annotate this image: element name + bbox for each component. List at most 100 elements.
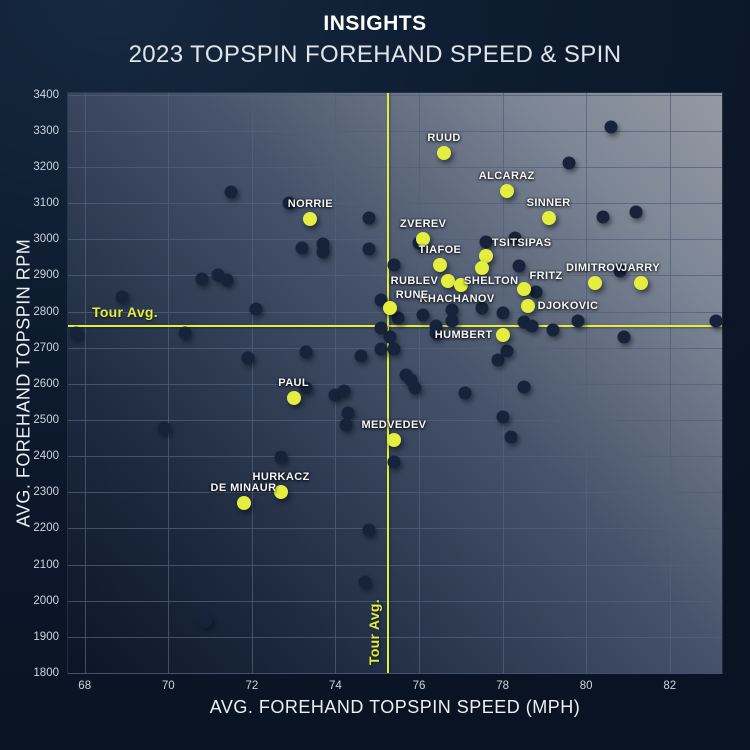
unlabeled-point (387, 455, 401, 469)
gridline-horizontal (68, 203, 722, 205)
unlabeled-point (617, 330, 631, 344)
x-tick-label: 82 (663, 680, 677, 692)
unlabeled-point (629, 205, 643, 219)
unlabeled-point (354, 349, 368, 363)
gridline-horizontal (68, 130, 722, 132)
gridline-vertical (335, 93, 337, 673)
unlabeled-point (374, 342, 388, 356)
gridline-horizontal (68, 275, 722, 277)
tour-avg-label-horizontal: Tour Avg. (92, 304, 158, 321)
player-point-djokovic (520, 299, 535, 314)
player-point-rublev (441, 273, 456, 288)
y-tick-label: 2200 (33, 522, 59, 535)
unlabeled-point (341, 406, 355, 420)
unlabeled-point (199, 614, 213, 628)
y-tick-label: 1800 (33, 667, 59, 679)
unlabeled-point (491, 353, 505, 367)
x-tick-label: 80 (579, 680, 593, 692)
player-point-norrie (303, 212, 318, 227)
unlabeled-point (445, 314, 459, 328)
unlabeled-point (362, 242, 376, 256)
player-label-medvedev: MEDVEDEV (361, 418, 427, 431)
unlabeled-point (604, 120, 618, 134)
gridline-vertical (586, 93, 588, 673)
player-point-humbert (495, 328, 510, 343)
gridline-horizontal (68, 600, 722, 602)
tour-avg-label-vertical: Tour Avg. (366, 599, 383, 665)
unlabeled-point (512, 259, 526, 273)
gridline-horizontal (68, 492, 722, 494)
player-label-jarry: JARRY (621, 261, 660, 274)
y-tick-label: 2900 (33, 269, 59, 282)
player-label-rune: RUNE (395, 289, 429, 301)
unlabeled-point (115, 290, 129, 304)
gridline-vertical (502, 93, 504, 673)
player-label-hurkacz: HURKACZ (252, 471, 310, 484)
unlabeled-point (299, 381, 313, 395)
unlabeled-point (508, 231, 522, 245)
tour-avg-line-vertical (387, 93, 390, 673)
unlabeled-point (157, 421, 171, 435)
player-point-alcaraz (499, 183, 514, 198)
unlabeled-point (496, 306, 510, 320)
unlabeled-point (362, 211, 376, 225)
unlabeled-point (445, 303, 459, 317)
unlabeled-point (299, 345, 313, 359)
player-point-sinner (541, 210, 556, 225)
unlabeled-point (69, 326, 83, 340)
unlabeled-point (362, 523, 376, 537)
y-tick-label: 3100 (33, 197, 59, 210)
player-label-sinner: SINNER (526, 196, 571, 209)
player-label-de-minaur: DE MINAUR (210, 482, 277, 495)
unlabeled-point (391, 311, 405, 325)
gridline-vertical (168, 93, 170, 673)
gridline-horizontal (68, 528, 722, 530)
y-tick-label: 2100 (33, 558, 59, 571)
page-title: INSIGHTS (323, 12, 427, 35)
player-point-fritz (516, 282, 531, 297)
x-tick-label: 74 (329, 680, 342, 692)
gridline-horizontal (68, 420, 722, 422)
page-subtitle: 2023 TOPSPIN FOREHAND SPEED & SPIN (128, 41, 622, 68)
player-point-zverev (416, 232, 431, 247)
unlabeled-point (339, 418, 353, 432)
gridline-vertical (669, 93, 671, 673)
y-tick-label: 2500 (33, 414, 59, 427)
unlabeled-point (295, 241, 309, 255)
y-tick-label: 2600 (33, 377, 59, 390)
unlabeled-point (596, 210, 610, 224)
player-label-norrie: NORRIE (287, 198, 333, 211)
unlabeled-point (337, 384, 351, 398)
y-tick-label: 2700 (33, 341, 59, 354)
y-tick-label: 2000 (33, 594, 59, 607)
player-point-tiafoe (432, 257, 447, 272)
unlabeled-point (571, 314, 585, 328)
player-point-tsitsipas (478, 248, 493, 263)
unlabeled-point (709, 314, 723, 328)
unlabeled-point (220, 273, 234, 287)
gridline-vertical (84, 93, 86, 673)
player-label-paul: PAUL (278, 377, 310, 390)
unlabeled-point (316, 245, 330, 259)
unlabeled-point (525, 319, 539, 333)
scatter-plot: Tour Avg. Tour Avg. RUUD ALCARAZ SINNER NOR… (68, 93, 723, 674)
player-label-tiafoe: TIAFOE (418, 243, 462, 256)
unlabeled-point (249, 302, 263, 316)
player-label-rublev: RUBLEV (390, 274, 439, 287)
unlabeled-point (504, 430, 518, 444)
unlabeled-point (517, 380, 530, 394)
gridline-vertical (251, 93, 253, 673)
x-tick-label: 76 (412, 680, 426, 692)
unlabeled-point (500, 344, 514, 358)
y-tick-label: 3300 (33, 124, 59, 137)
player-point-ruud (437, 145, 452, 160)
unlabeled-point (274, 450, 288, 464)
player-label-shelton: SHELTON (464, 275, 519, 288)
tour-avg-line-horizontal (68, 325, 722, 328)
y-tick-label: 2400 (33, 450, 59, 463)
y-tick-label: 3400 (33, 88, 59, 101)
player-label-zverev: ZVEREV (399, 218, 447, 231)
player-label-djokovic: DJOKOVIC (537, 300, 599, 313)
unlabeled-point (613, 264, 627, 278)
y-tick-label: 3200 (33, 161, 59, 174)
